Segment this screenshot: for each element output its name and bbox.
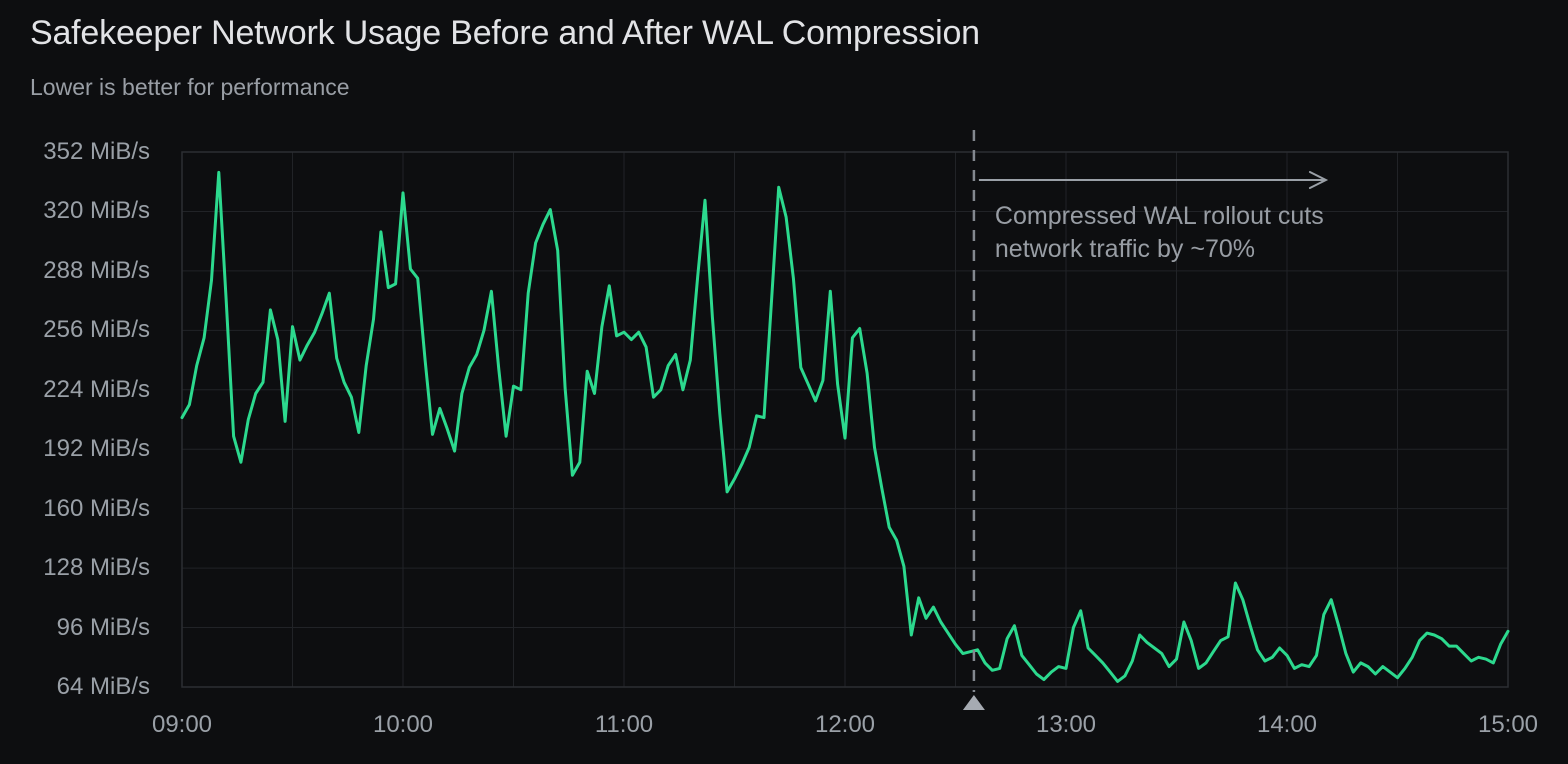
y-tick-label: 352 MiB/s <box>43 138 150 165</box>
rollout-arrow-head-icon <box>1308 171 1329 189</box>
series-line-network-usage <box>180 170 1510 683</box>
y-tick-label: 128 MiB/s <box>43 554 150 582</box>
y-tick-label: 192 MiB/s <box>43 435 150 463</box>
x-tick-label: 15:00 <box>1477 711 1539 738</box>
annotation-label: Compressed WAL rollout cuts network traf… <box>995 200 1324 266</box>
annotation-label-line2: network traffic by ~70% <box>994 235 1255 263</box>
y-tick-label: 288 MiB/s <box>43 256 150 284</box>
y-tick-label: 160 MiB/s <box>43 494 150 522</box>
page-subtitle: Lower is better for performance <box>30 74 350 100</box>
annotation-label-line1: Compressed WAL rollout cuts <box>994 202 1324 230</box>
x-tick-label: 11:00 <box>594 711 654 738</box>
page-title: Safekeeper Network Usage Before and Afte… <box>30 14 980 52</box>
plot-border <box>181 151 1509 688</box>
x-tick-label: 10:00 <box>372 711 434 738</box>
rollout-marker-triangle-icon <box>962 695 985 710</box>
y-tick-label: 96 MiB/s <box>56 613 150 641</box>
x-tick-label: 09:00 <box>151 711 213 738</box>
y-tick-label: 320 MiB/s <box>43 197 150 225</box>
y-tick-label: 224 MiB/s <box>43 375 150 403</box>
x-tick-label: 12:00 <box>814 711 876 738</box>
y-tick-label: 64 MiB/s <box>56 673 150 700</box>
y-tick-label: 256 MiB/s <box>43 316 150 344</box>
x-tick-label: 14:00 <box>1256 711 1318 738</box>
x-tick-label: 13:00 <box>1035 711 1097 738</box>
